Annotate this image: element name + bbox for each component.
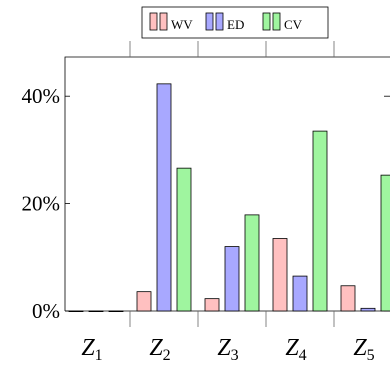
- legend-swatch-cv: [272, 12, 281, 31]
- legend-swatch-wv: [159, 12, 168, 31]
- bar-wv-z5: [340, 285, 356, 312]
- bar-cv-z3: [244, 214, 260, 312]
- bar-cv-z4: [312, 130, 328, 312]
- chart-legend: WV ED CV: [141, 6, 329, 39]
- bar-ed-z5: [360, 307, 376, 312]
- bar-ed-z2: [156, 83, 172, 312]
- bar-ed-z4: [292, 275, 308, 312]
- legend-swatch-ed: [215, 12, 224, 31]
- bar-wv-z3: [204, 298, 220, 312]
- chart-tick-labels: 0% 20% 40% Z1 Z2 Z3 Z4 Z5: [22, 84, 375, 364]
- bar-ed-z3: [224, 246, 240, 312]
- y-tick-label: 40%: [22, 84, 61, 108]
- bar-wv-z1: [68, 310, 84, 313]
- legend-box: [141, 6, 329, 39]
- x-tick-label: Z1: [81, 335, 102, 364]
- x-tick-label: Z5: [353, 335, 374, 364]
- legend-label-ed: ED: [227, 17, 244, 32]
- bar-cv-z5: [380, 174, 390, 312]
- y-tick-label: 0%: [32, 299, 60, 323]
- legend-swatch-wv: [149, 12, 158, 31]
- legend-label-cv: CV: [284, 17, 303, 32]
- chart-bars: [68, 83, 390, 313]
- x-tick-label: Z2: [149, 335, 170, 364]
- bar-wv-z2: [136, 291, 152, 312]
- axis-frame: [64, 56, 390, 311]
- legend-swatch-ed: [205, 12, 214, 31]
- legend-label-wv: WV: [171, 17, 193, 32]
- bar-ed-z1: [88, 310, 104, 313]
- bar-cv-z1: [108, 310, 124, 313]
- bar-wv-z4: [272, 238, 288, 312]
- x-tick-label: Z3: [217, 335, 238, 364]
- bar-cv-z2: [176, 167, 192, 312]
- legend-swatch-cv: [262, 12, 271, 31]
- x-tick-label: Z4: [285, 335, 306, 364]
- y-tick-label: 20%: [22, 192, 61, 216]
